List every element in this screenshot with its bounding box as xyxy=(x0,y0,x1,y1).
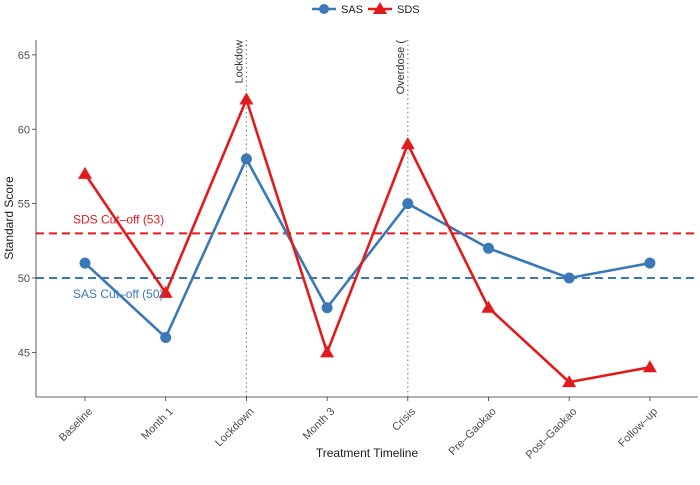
y-tick-label-45: 45 xyxy=(18,347,30,359)
x-tick-label-4: Crisis xyxy=(390,405,418,433)
event-label-0: Lockdow xyxy=(233,40,245,83)
y-tick-label-55: 55 xyxy=(18,199,30,211)
point-sds-7 xyxy=(642,360,657,373)
x-tick-label-7: Follow–up xyxy=(616,406,660,450)
point-sds-3 xyxy=(320,345,335,358)
point-sds-6 xyxy=(562,375,577,388)
point-sds-4 xyxy=(400,137,415,150)
y-tick-label-50: 50 xyxy=(18,273,30,285)
series-line-sas xyxy=(84,157,651,339)
y-tick-label-65: 65 xyxy=(18,50,30,62)
plot-area: 45 50 55 60 65 Baseline Month 1 Lockdown Month 3… xyxy=(18,40,698,462)
point-sas-1 xyxy=(160,332,172,343)
point-sas-0 xyxy=(79,257,91,269)
point-sds-5 xyxy=(481,300,496,313)
point-sds-1 xyxy=(158,285,173,298)
point-sas-3 xyxy=(321,302,333,314)
legend: SAS SDS xyxy=(312,2,420,16)
event-label-1: Overdose ( xyxy=(395,40,407,95)
y-axis-title: Standard Score xyxy=(2,176,16,260)
point-sds-0 xyxy=(78,166,92,179)
x-tick-label-2: Lockdown xyxy=(213,406,257,450)
legend-sds-label: SDS xyxy=(397,4,420,16)
point-sas-5 xyxy=(483,242,494,254)
x-axis-title: Treatment Timeline xyxy=(316,446,419,460)
y-tick-label-60: 60 xyxy=(18,124,30,136)
cutoff-label-0: SDS Cut–off (53) xyxy=(73,212,164,226)
x-tick-label-5: Pre–Gaokao xyxy=(447,406,499,458)
legend-sas-marker xyxy=(319,4,329,14)
point-sas-4 xyxy=(402,198,414,210)
x-tick-label-0: Baseline xyxy=(57,406,95,444)
legend-sas-label: SAS xyxy=(341,4,363,16)
legend-sds-marker xyxy=(373,2,387,14)
x-tick-label-6: Post–Gaokao xyxy=(524,406,580,462)
point-sds-2 xyxy=(239,92,254,105)
point-sas-7 xyxy=(644,257,656,269)
point-sas-6 xyxy=(563,272,575,284)
point-sas-2 xyxy=(240,153,252,165)
x-tick-label-3: Month 3 xyxy=(301,406,338,443)
x-tick-label-1: Month 1 xyxy=(139,406,176,443)
cutoff-label-1: SAS Cut–off (50) xyxy=(73,287,164,301)
series-line-sds xyxy=(83,98,651,384)
